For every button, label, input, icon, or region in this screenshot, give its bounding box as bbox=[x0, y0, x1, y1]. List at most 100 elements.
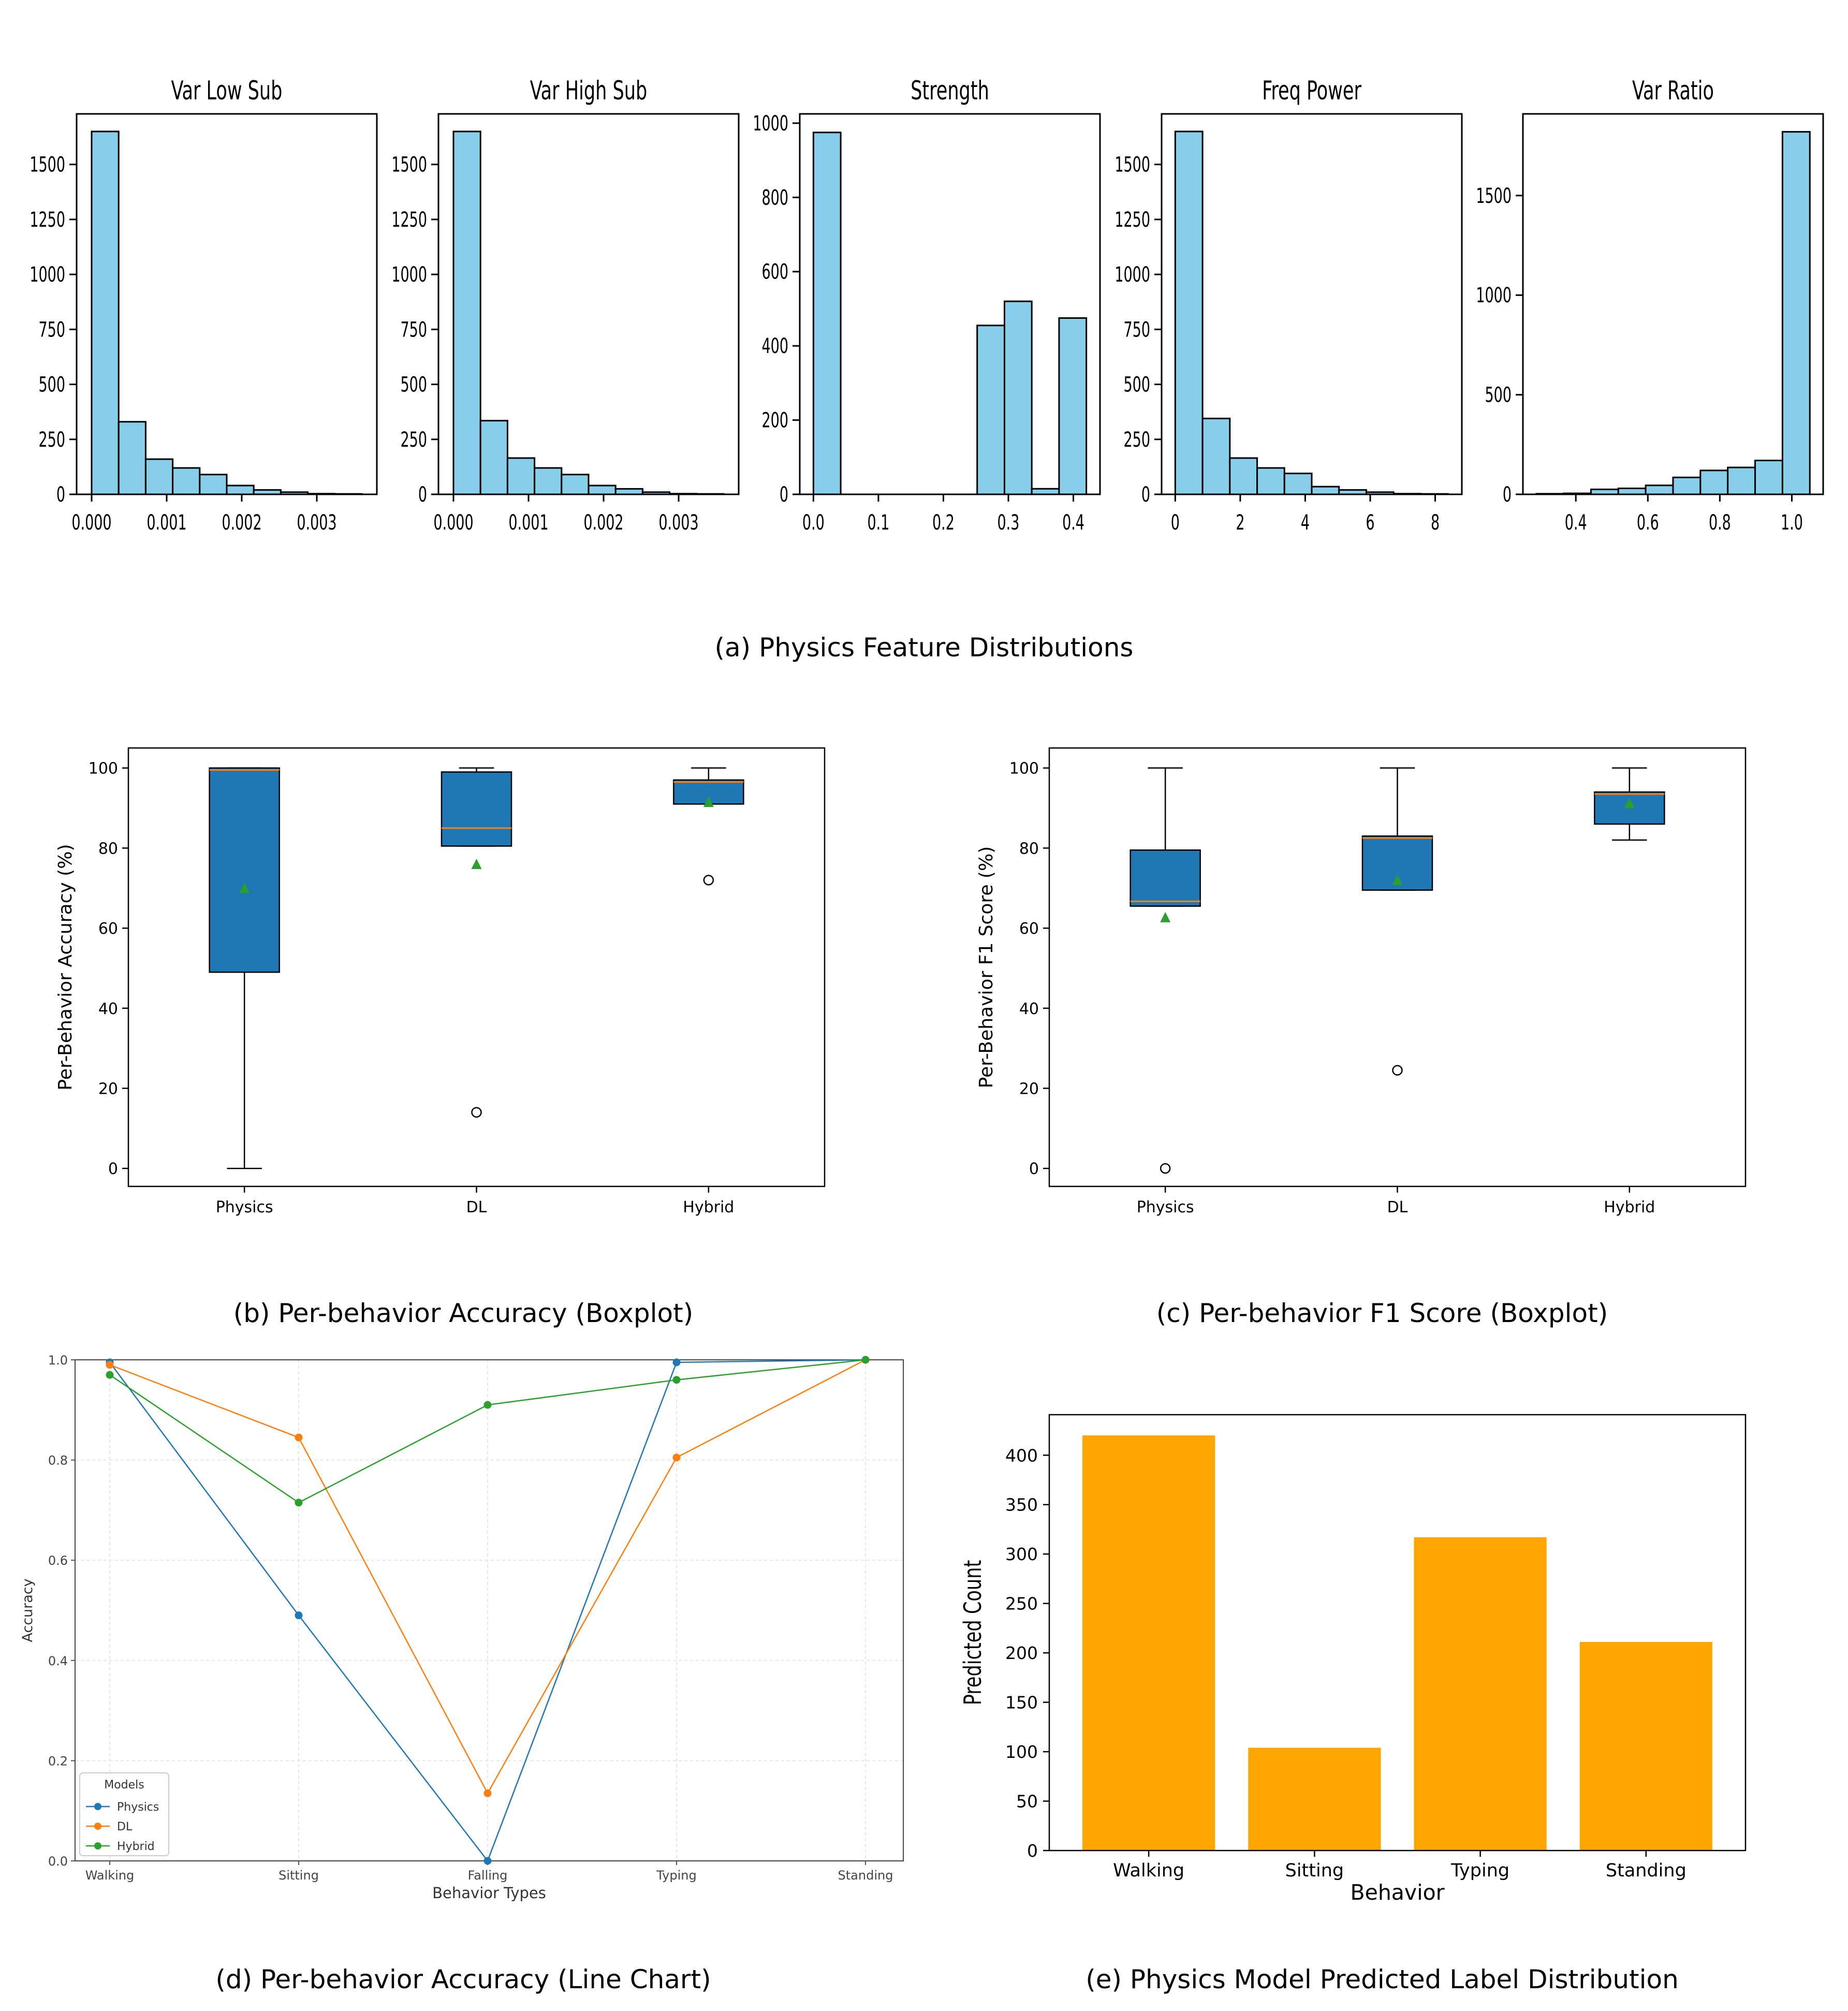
line-chart-accuracy: 0.0 0.2 0.4 0.6 0.8 1.0 Walking Sitting Falling T… bbox=[20, 1353, 904, 1902]
y-tick-label: 100 bbox=[89, 760, 118, 778]
histogram-bar bbox=[976, 325, 1005, 495]
y-tick-label: 350 bbox=[1005, 1495, 1038, 1515]
box-physics bbox=[1130, 849, 1201, 907]
histogram-bar bbox=[506, 457, 536, 495]
y-tick-label: 250 bbox=[1124, 428, 1150, 452]
data-point-dl bbox=[483, 1789, 492, 1797]
histogram-bar bbox=[1201, 417, 1231, 495]
x-tick-label: 0.4 bbox=[1062, 511, 1084, 535]
x-tick-label: Hybrid bbox=[683, 1198, 734, 1216]
y-tick-label: 100 bbox=[1009, 760, 1039, 778]
caption-a: (a) Physics Feature Distributions bbox=[714, 633, 1134, 663]
boxplot-accuracy: 0 20 40 60 80 100 Per-Behavior Accuracy (%) Phy… bbox=[55, 747, 826, 1216]
bar-standing bbox=[1579, 1642, 1712, 1851]
legend-label-physics: Physics bbox=[117, 1801, 159, 1814]
histogram-bar bbox=[1031, 488, 1060, 495]
chart-title: Var Low Sub bbox=[171, 75, 283, 106]
y-tick-label: 50 bbox=[1016, 1792, 1038, 1812]
x-tick-label: 2 bbox=[1236, 511, 1244, 535]
histogram-bar bbox=[1617, 487, 1647, 495]
y-tick-label: 250 bbox=[39, 428, 65, 452]
histogram-var-low-sub: Var Low Sub 0 250 500 750 1000 1250 1500 0.000 0.… bbox=[30, 75, 378, 535]
histogram-bar bbox=[1781, 131, 1811, 495]
mean-marker-hybrid bbox=[1624, 798, 1635, 809]
x-tick-label: 1.0 bbox=[1781, 511, 1803, 535]
histogram-bar bbox=[534, 467, 563, 495]
y-tick-label: 150 bbox=[1005, 1693, 1038, 1713]
y-tick-label: 80 bbox=[1019, 840, 1039, 858]
box-hybrid bbox=[1594, 791, 1665, 825]
y-axis-label: Accuracy bbox=[20, 1578, 36, 1642]
histogram-bar bbox=[1311, 486, 1340, 495]
y-tick-label: 0 bbox=[1029, 1160, 1039, 1178]
y-axis-label: Predicted Count bbox=[959, 1560, 987, 1706]
x-tick-label: 0.001 bbox=[146, 511, 186, 535]
x-tick-label: 0.3 bbox=[998, 511, 1020, 535]
y-tick-label: 500 bbox=[1124, 373, 1150, 397]
histogram-bar bbox=[1229, 457, 1258, 495]
x-axis-label: Behavior Types bbox=[432, 1884, 546, 1902]
chart-title: Freq Power bbox=[1262, 75, 1361, 106]
x-tick-label: 0 bbox=[1171, 511, 1180, 535]
y-tick-label: 250 bbox=[401, 428, 427, 452]
y-tick-label: 400 bbox=[762, 334, 788, 358]
y-tick-label: 0.6 bbox=[48, 1553, 68, 1568]
boxplot-f1-score: 0 20 40 60 80 100 Per-Behavior F1 Score (%) Phy… bbox=[976, 747, 1747, 1216]
bar-typing bbox=[1414, 1537, 1547, 1851]
y-tick-label: 750 bbox=[1124, 318, 1150, 342]
x-tick-label: 0.000 bbox=[71, 511, 111, 535]
y-tick-label: 1250 bbox=[391, 208, 427, 232]
y-tick-label: 20 bbox=[98, 1080, 118, 1098]
histogram-bar bbox=[452, 130, 481, 495]
y-tick-label: 500 bbox=[39, 373, 65, 397]
y-tick-label: 0 bbox=[418, 483, 427, 507]
x-tick-label: Physics bbox=[216, 1198, 273, 1216]
histogram-bar bbox=[1058, 317, 1088, 495]
chart-title: Strength bbox=[911, 75, 989, 106]
legend-label-hybrid: Hybrid bbox=[117, 1840, 155, 1853]
y-tick-label: 200 bbox=[1005, 1643, 1038, 1663]
histogram-bar bbox=[1672, 476, 1702, 495]
box-physics bbox=[209, 767, 280, 973]
x-tick-label: Standing bbox=[838, 1868, 893, 1883]
y-tick-label: 40 bbox=[1019, 1000, 1039, 1018]
x-tick-label: 0.000 bbox=[433, 511, 473, 535]
y-tick-label: 0.0 bbox=[48, 1854, 68, 1869]
y-tick-label: 0.4 bbox=[48, 1654, 68, 1668]
bar-chart-predicted-count: 0 50 100 150 200 250 300 350 400 Walking Sitting Ty… bbox=[959, 1414, 1747, 1905]
y-tick-label: 0 bbox=[1503, 483, 1512, 507]
x-tick-label: 8 bbox=[1431, 511, 1440, 535]
histogram-bar bbox=[172, 467, 201, 495]
x-tick-label: 0.1 bbox=[867, 511, 889, 535]
x-tick-label: 0.002 bbox=[583, 511, 623, 535]
x-tick-label: 6 bbox=[1366, 511, 1374, 535]
x-tick-label: 0.003 bbox=[297, 511, 336, 535]
x-tick-label: 0.6 bbox=[1637, 511, 1659, 535]
x-tick-label: 0.4 bbox=[1565, 511, 1587, 535]
histogram-bar bbox=[199, 474, 228, 495]
plot-frame bbox=[76, 113, 378, 495]
x-tick-label: Falling bbox=[468, 1868, 508, 1883]
x-tick-label: 0.001 bbox=[508, 511, 548, 535]
legend-marker-hybrid bbox=[94, 1842, 101, 1849]
histogram-bar bbox=[144, 458, 174, 495]
y-tick-label: 1000 bbox=[1114, 263, 1150, 287]
y-tick-label: 1500 bbox=[30, 153, 65, 177]
y-tick-label: 500 bbox=[1485, 383, 1512, 407]
mean-marker-dl bbox=[471, 858, 482, 869]
data-point-dl bbox=[672, 1454, 681, 1462]
mean-marker-dl bbox=[1392, 874, 1403, 885]
y-tick-label: 1000 bbox=[753, 112, 788, 136]
x-tick-label: 0.8 bbox=[1709, 511, 1731, 535]
x-tick-label: Sitting bbox=[1285, 1860, 1344, 1881]
data-point-hybrid bbox=[106, 1371, 114, 1379]
x-tick-label: 4 bbox=[1301, 511, 1310, 535]
histogram-bar bbox=[1754, 460, 1783, 495]
outlier-dl bbox=[471, 1107, 482, 1118]
histogram-bar bbox=[1699, 469, 1729, 495]
y-tick-label: 800 bbox=[762, 186, 788, 210]
bar-walking bbox=[1082, 1435, 1215, 1851]
histogram-var-ratio: Var Ratio 0 500 1000 1500 0.4 0.6 0.8 1.0 bbox=[1476, 75, 1824, 535]
outlier-physics bbox=[1160, 1163, 1171, 1174]
caption-e: (e) Physics Model Predicted Label Distri… bbox=[1086, 1964, 1679, 1994]
